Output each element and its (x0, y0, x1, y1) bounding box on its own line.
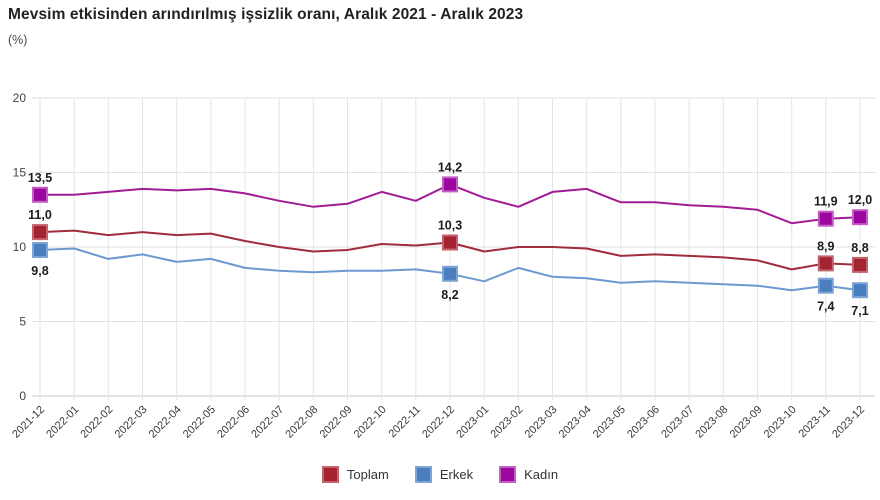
data-label-kadin-2023-12: 12,0 (848, 193, 872, 207)
x-tick-label: 2023-05 (591, 404, 628, 441)
x-tick-label: 2022-01 (44, 404, 81, 441)
x-tick-label: 2023-02 (488, 404, 525, 441)
data-label-erkek-2023-12: 7,1 (851, 304, 868, 318)
x-tick-label: 2022-03 (113, 404, 150, 441)
x-tick-label: 2023-01 (454, 404, 491, 441)
marker-erkek-2023-12[interactable] (852, 282, 868, 299)
chart-header: Mevsim etkisinden arındırılmış işsizlik … (8, 6, 523, 47)
x-tick-label: 2023-04 (557, 404, 594, 441)
marker-erkek-2022-12[interactable] (442, 265, 458, 282)
legend-label-erkek: Erkek (439, 467, 474, 482)
x-tick-label: 2022-11 (386, 404, 422, 440)
marker-toplam-2023-11[interactable] (817, 255, 834, 272)
x-tick-label: 2023-11 (796, 404, 832, 440)
data-label-erkek-2021-12: 9,8 (31, 264, 48, 278)
y-tick-label: 0 (19, 389, 26, 403)
marker-erkek-2023-11[interactable] (817, 277, 834, 294)
marker-kadin-2022-12[interactable] (442, 176, 458, 193)
x-tick-label: 2022-05 (181, 404, 218, 441)
y-tick-label: 10 (13, 240, 27, 254)
x-tick-label: 2023-10 (762, 404, 799, 441)
marker-kadin-2021-12[interactable] (32, 186, 48, 203)
data-label-toplam-2021-12: 11,0 (28, 208, 52, 222)
marker-kadin-2023-11[interactable] (817, 210, 834, 227)
data-label-toplam-2023-12: 8,8 (851, 241, 868, 255)
x-tick-label: 2023-12 (830, 404, 867, 441)
data-label-kadin-2022-12: 14,2 (438, 160, 462, 174)
data-label-kadin-2021-12: 13,5 (28, 171, 52, 185)
marker-kadin-2023-12[interactable] (852, 209, 868, 226)
y-tick-label: 20 (13, 91, 27, 105)
toplam-swatch-icon (321, 466, 339, 483)
legend-label-kadin: Kadın (524, 467, 559, 482)
legend-label-toplam: Toplam (346, 467, 389, 482)
erkek-swatch-icon (414, 466, 432, 483)
x-tick-label: 2022-02 (78, 404, 115, 441)
data-label-toplam-2022-12: 10,3 (438, 219, 462, 233)
chart-title: Mevsim etkisinden arındırılmış işsizlik … (8, 6, 524, 23)
legend-item-toplam[interactable]: Toplam (321, 466, 389, 483)
x-tick-label: 2022-10 (352, 404, 389, 441)
x-tick-label: 2022-08 (283, 404, 320, 441)
x-tick-label: 2022-12 (420, 404, 457, 441)
x-tick-label: 2023-06 (625, 404, 662, 441)
data-label-erkek-2023-11: 7,4 (817, 300, 834, 314)
kadin-swatch-icon (499, 466, 517, 483)
legend-item-erkek[interactable]: Erkek (414, 466, 474, 483)
data-label-erkek-2022-12: 8,2 (441, 288, 458, 302)
marker-erkek-2021-12[interactable] (32, 242, 48, 258)
y-tick-label: 15 (13, 166, 27, 180)
chart-legend: Toplam Erkek Kadın (0, 466, 880, 483)
x-tick-label: 2021-12 (10, 404, 47, 441)
legend-item-kadin[interactable]: Kadın (499, 466, 558, 483)
x-tick-label: 2022-09 (318, 404, 355, 441)
x-tick-label: 2023-09 (728, 404, 765, 441)
y-tick-label: 5 (19, 315, 26, 329)
x-tick-label: 2022-07 (249, 404, 286, 441)
marker-toplam-2021-12[interactable] (32, 224, 48, 241)
marker-toplam-2023-12[interactable] (852, 256, 868, 273)
x-tick-label: 2022-04 (147, 404, 184, 441)
chart-unit-label: (%) (8, 33, 28, 47)
x-tick-label: 2022-06 (215, 404, 252, 441)
marker-toplam-2022-12[interactable] (442, 234, 458, 251)
data-label-kadin-2023-11: 11,9 (814, 195, 838, 209)
data-label-toplam-2023-11: 8,9 (817, 239, 834, 253)
x-tick-label: 2023-03 (523, 404, 560, 441)
x-tick-label: 2023-08 (693, 404, 730, 441)
unemployment-line-chart: 051015202021-122022-012022-022022-032022… (10, 91, 875, 441)
x-tick-label: 2023-07 (659, 404, 696, 441)
